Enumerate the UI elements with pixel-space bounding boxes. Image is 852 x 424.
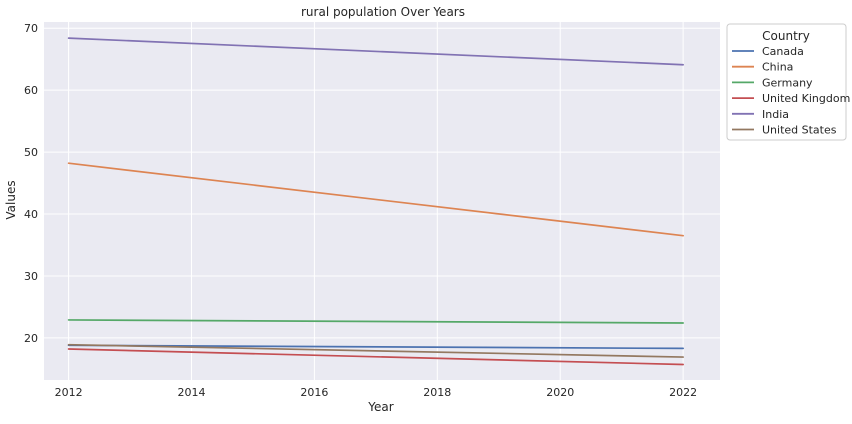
x-tick-label: 2016 xyxy=(300,386,328,399)
gridlines xyxy=(44,22,720,380)
y-axis-label: Values xyxy=(4,180,18,219)
legend-label: Canada xyxy=(762,45,804,58)
legend-label: United Kingdom xyxy=(762,92,850,105)
x-tick-label: 2012 xyxy=(55,386,83,399)
y-tick-label: 60 xyxy=(24,84,38,97)
series-line-united-states xyxy=(67,343,684,358)
legend-label: United States xyxy=(762,124,837,137)
legend-items: Canada China Germany United Kingdom India Uni… xyxy=(732,45,850,137)
x-tick-label: 2020 xyxy=(546,386,574,399)
legend: Country Canada China Germany United Kingdom… xyxy=(726,23,850,141)
series-line-india xyxy=(67,37,684,66)
legend-label: China xyxy=(762,61,793,74)
legend-box xyxy=(726,23,847,141)
axes: 20 30 40 50 60 70 2012 2014 2016 2018 2020 2022 xyxy=(24,22,697,399)
x-tick-label: 2018 xyxy=(423,386,451,399)
series-line-china xyxy=(67,162,684,237)
y-tick-label: 50 xyxy=(24,146,38,159)
x-tick-label: 2022 xyxy=(669,386,697,399)
y-tick-label: 40 xyxy=(24,208,38,221)
series-line-germany xyxy=(67,319,684,324)
y-tick-label: 70 xyxy=(24,22,38,35)
series-line-canada xyxy=(67,344,684,350)
series-lines xyxy=(67,37,684,366)
chart-title: rural population Over Years xyxy=(301,5,465,19)
series-line-united-kingdom xyxy=(67,348,684,366)
y-tick-label: 30 xyxy=(24,270,38,283)
legend-label: India xyxy=(762,108,789,121)
legend-label: Germany xyxy=(762,76,813,89)
x-tick-label: 2014 xyxy=(177,386,205,399)
x-axis-label: Year xyxy=(367,400,393,414)
y-tick-label: 20 xyxy=(24,332,38,345)
legend-title: Country xyxy=(762,29,810,43)
